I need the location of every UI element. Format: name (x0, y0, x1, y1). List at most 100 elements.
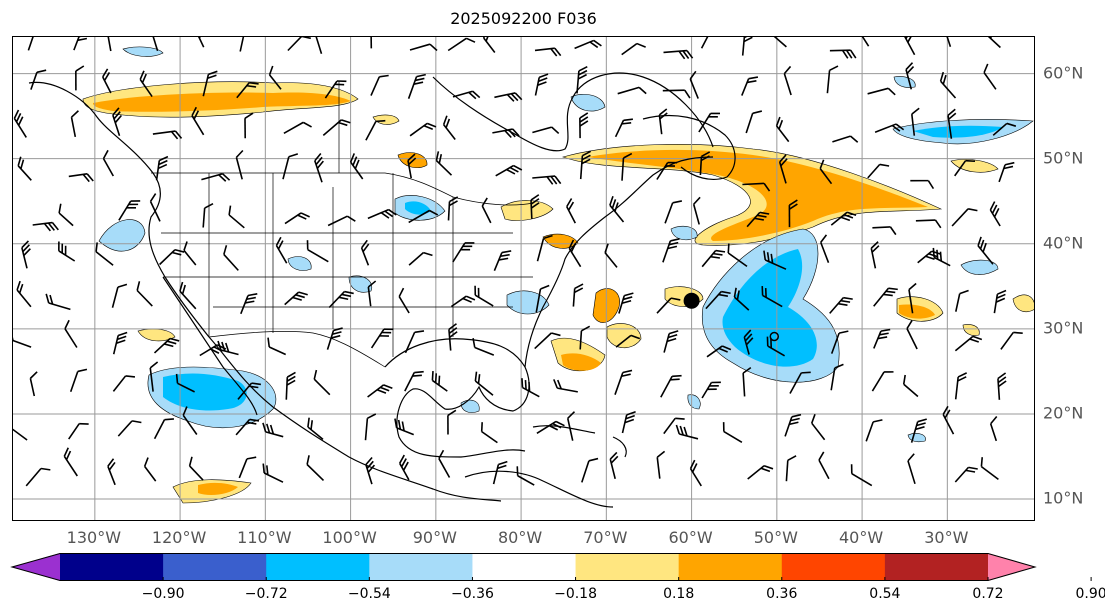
latitude-tick-label: 10°N (1043, 488, 1084, 508)
longitude-tick-label: 80°W (497, 528, 543, 547)
anomaly-fill (287, 256, 312, 271)
wind-barb (701, 381, 721, 399)
anomaly-fill (198, 482, 238, 495)
wind-barb (689, 70, 699, 99)
wind-barb (275, 236, 288, 264)
wind-barb (733, 287, 750, 311)
wind-barb (409, 122, 437, 137)
wind-barb (742, 182, 771, 192)
colorbar-tick-label: 0.36 (766, 586, 798, 602)
wind-barb (942, 37, 952, 48)
wind-barb (442, 115, 456, 140)
wind-barb (865, 419, 883, 442)
wind-barb (399, 454, 410, 481)
wind-barb (409, 43, 438, 52)
wind-barb (663, 49, 694, 60)
wind-barb (706, 345, 732, 358)
longitude-tick-label: 60°W (668, 528, 713, 547)
wind-barb (741, 37, 754, 56)
wind-barb (306, 240, 329, 263)
wind-barb (150, 37, 159, 52)
wind-barb (367, 280, 377, 307)
wind-barb (306, 455, 325, 481)
wind-barb (450, 295, 476, 308)
wind-barb (183, 241, 197, 266)
wind-barb (349, 153, 364, 180)
longitude-tick-label: 100°W (322, 528, 377, 547)
wind-barb (175, 373, 195, 393)
wind-barb (621, 152, 633, 181)
wind-barb (568, 239, 582, 268)
wind-barb (58, 241, 76, 262)
colorbar-segment (575, 553, 680, 581)
wind-barb (394, 418, 414, 436)
wind-barb (365, 119, 386, 141)
coastline (464, 470, 614, 508)
wind-barb (70, 110, 79, 138)
wind-barb (328, 290, 354, 309)
wind-barb (727, 243, 748, 268)
wind-barb (313, 369, 331, 396)
wind-barb (284, 291, 308, 306)
wind-barb (370, 74, 389, 96)
wind-barb (370, 328, 394, 349)
anomaly-fill (687, 394, 701, 410)
wind-barb (705, 290, 731, 310)
wind-barb (742, 366, 752, 397)
anomaly-fill (506, 290, 550, 315)
wind-barb (75, 65, 85, 91)
colorbar-extend-high (988, 553, 1035, 581)
wind-barb (435, 151, 453, 176)
wind-barb (829, 296, 853, 314)
wind-barb (662, 89, 691, 99)
wind-barb (699, 151, 711, 176)
anomaly-fill (907, 433, 926, 443)
wind-barb (398, 287, 410, 314)
wind-barb (407, 153, 417, 179)
wind-barb (235, 418, 260, 436)
colorbar-tick-label: 0.90 (1075, 586, 1105, 602)
wind-barb (367, 208, 397, 220)
anomaly-fill (122, 46, 164, 57)
wind-barb (609, 196, 625, 223)
wind-barb (68, 173, 94, 183)
wind-barb (532, 175, 562, 185)
wind-barb (360, 239, 370, 266)
anomaly-fill (372, 114, 400, 125)
wind-barb (908, 282, 917, 314)
wind-barb (954, 335, 983, 352)
wind-barb (906, 320, 918, 350)
wind-barb (656, 450, 666, 479)
latitude-tick-label: 20°N (1043, 403, 1084, 423)
wind-barb (992, 122, 1017, 136)
wind-barb (447, 37, 476, 52)
wind-barb (152, 130, 183, 140)
wind-barb (237, 382, 262, 400)
wind-barb (656, 161, 678, 180)
wind-barb (664, 200, 683, 224)
anomaly-fill (722, 249, 817, 367)
wind-barb (494, 92, 523, 102)
colorbar-extend-low (12, 553, 60, 581)
wind-barb (770, 37, 787, 48)
wind-barb (1000, 331, 1023, 350)
wind-barb (829, 49, 857, 59)
wind-barb (566, 198, 577, 224)
wind-barb (830, 363, 844, 391)
longitude-tick-label: 70°W (583, 528, 628, 547)
wind-barb (722, 422, 743, 443)
wind-barb (324, 80, 347, 99)
colorbar-tick-label: 0.18 (663, 586, 695, 602)
map-title: 2025092200 F036 (450, 9, 597, 28)
wind-barb (621, 410, 636, 434)
wind-barb (775, 116, 790, 143)
longitude-tick-label: 50°W (753, 528, 798, 547)
border (161, 173, 533, 357)
wind-barb (830, 330, 849, 354)
wind-barb (117, 420, 142, 437)
wind-barb (658, 108, 668, 135)
wind-barb (581, 457, 599, 483)
wind-barb (826, 65, 839, 94)
wind-barb (536, 234, 553, 262)
wind-barb (447, 409, 457, 435)
